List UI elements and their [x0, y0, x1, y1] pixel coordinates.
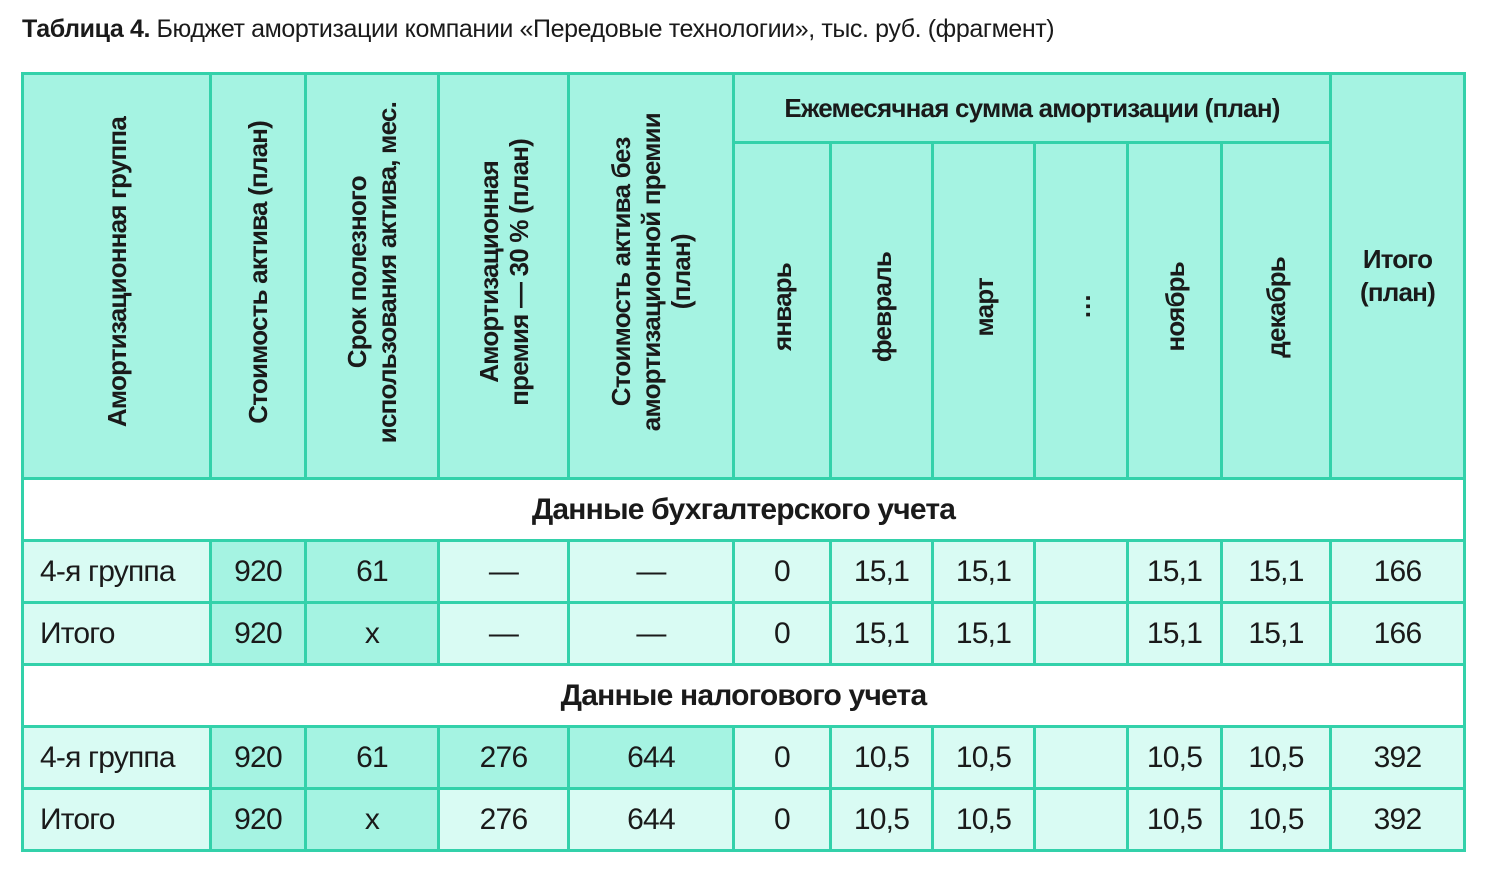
cell-ellipsis: [1033, 601, 1129, 666]
cell-group: 4-я группа: [21, 539, 212, 604]
cell-bonus: 276: [437, 725, 570, 790]
cell-group: 4-я группа: [21, 725, 212, 790]
header-row-months: январь февраль март … ноябрь декабрь: [23, 141, 1465, 480]
cell-dec: 15,1: [1220, 539, 1332, 604]
header-row-top: Амортизационная группа Стоимость актива …: [21, 72, 1466, 480]
cell-ellipsis: [1033, 725, 1129, 790]
header-group: Амортизационная группа: [21, 72, 212, 480]
cell-feb: 15,1: [829, 601, 934, 666]
cell-nov: 10,5: [1126, 787, 1223, 852]
table-title: Бюджет амортизации компании «Передовые т…: [150, 15, 1055, 43]
cell-net-cost: 644: [567, 725, 735, 790]
section-row-tax: Данные налогового учета: [21, 663, 1466, 728]
cell-jan: 0: [732, 601, 832, 666]
table-row: 4-я группа 920 61 276 644 0 10,5 10,5 10…: [21, 725, 1466, 790]
cell-ellipsis: [1033, 539, 1129, 604]
header-month-mar: март: [931, 141, 1036, 480]
header-month-nov: ноябрь: [1126, 141, 1223, 480]
cell-mar: 10,5: [931, 725, 1036, 790]
section-title: Данные налогового учета: [21, 663, 1466, 728]
cell-bonus: 276: [437, 787, 570, 852]
header-cost: Стоимость актива (план): [209, 72, 307, 480]
header-month-ellipsis: …: [1033, 141, 1129, 480]
cell-dec: 10,5: [1220, 725, 1332, 790]
cell-group: Итого: [21, 601, 212, 666]
cell-group: Итого: [21, 787, 212, 852]
depreciation-budget-table: Амортизационная группа Стоимость актива …: [21, 72, 1466, 852]
cell-nov: 15,1: [1126, 601, 1223, 666]
cell-jan: 0: [732, 539, 832, 604]
header-month-dec: декабрь: [1220, 141, 1332, 480]
cell-jan: 0: [732, 725, 832, 790]
cell-net-cost: 644: [567, 787, 735, 852]
header-month-feb: февраль: [829, 141, 934, 480]
header-monthly: Ежемесячная сумма амортизации (план): [732, 72, 1332, 144]
cell-bonus: —: [437, 539, 570, 604]
cell-bonus: —: [437, 601, 570, 666]
section-title: Данные бухгалтерского учета: [21, 477, 1466, 542]
header-bonus: Амортизационная премия — 30 % (план): [437, 72, 570, 480]
cell-net-cost: —: [567, 539, 735, 604]
cell-mar: 10,5: [931, 787, 1036, 852]
cell-total: 392: [1329, 787, 1466, 852]
table-number: Таблица 4.: [22, 15, 150, 43]
cell-term: x: [304, 601, 440, 666]
cell-mar: 15,1: [931, 539, 1036, 604]
cell-cost: 920: [209, 787, 307, 852]
cell-term: 61: [304, 725, 440, 790]
cell-jan: 0: [732, 787, 832, 852]
cell-dec: 15,1: [1220, 601, 1332, 666]
cell-mar: 15,1: [931, 601, 1036, 666]
cell-nov: 15,1: [1126, 539, 1223, 604]
cell-cost: 920: [209, 539, 307, 604]
header-net-cost: Стоимость актива без амортизационной прем…: [567, 72, 735, 480]
cell-cost: 920: [209, 601, 307, 666]
cell-feb: 10,5: [829, 787, 934, 852]
cell-feb: 10,5: [829, 725, 934, 790]
cell-term: 61: [304, 539, 440, 604]
cell-total: 166: [1329, 601, 1466, 666]
cell-ellipsis: [1033, 787, 1129, 852]
table-row-total: Итого 920 x — — 0 15,1 15,1 15,1 15,1 16…: [21, 601, 1466, 666]
cell-total: 166: [1329, 539, 1466, 604]
cell-cost: 920: [209, 725, 307, 790]
table-row-total: Итого 920 x 276 644 0 10,5 10,5 10,5 10,…: [21, 787, 1466, 852]
header-total: Итого (план): [1329, 72, 1466, 480]
header-term: Срок полезного использования актива, мес.: [304, 72, 440, 480]
cell-term: x: [304, 787, 440, 852]
cell-feb: 15,1: [829, 539, 934, 604]
table-row: 4-я группа 920 61 — — 0 15,1 15,1 15,1 1…: [21, 539, 1466, 604]
cell-dec: 10,5: [1220, 787, 1332, 852]
table-caption: Таблица 4. Бюджет амортизации компании «…: [22, 12, 1055, 46]
header-month-jan: январь: [732, 141, 832, 480]
cell-total: 392: [1329, 725, 1466, 790]
cell-net-cost: —: [567, 601, 735, 666]
cell-nov: 10,5: [1126, 725, 1223, 790]
section-row-accounting: Данные бухгалтерского учета: [21, 477, 1466, 542]
